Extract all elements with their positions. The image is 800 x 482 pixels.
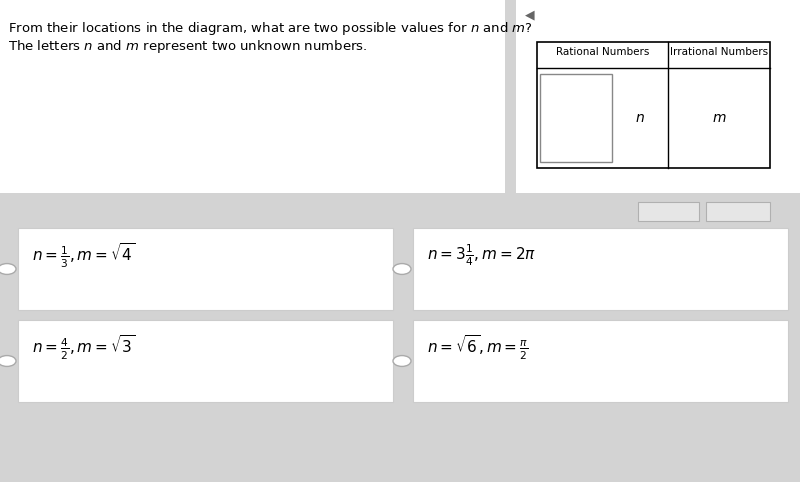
Circle shape	[393, 356, 411, 366]
FancyBboxPatch shape	[18, 320, 393, 402]
Circle shape	[0, 356, 16, 366]
Text: Integers: Integers	[556, 113, 596, 123]
Text: CLEAR: CLEAR	[650, 206, 687, 216]
FancyBboxPatch shape	[537, 42, 770, 168]
FancyBboxPatch shape	[413, 228, 788, 310]
Text: The letters $n$ and $m$ represent two unknown numbers.: The letters $n$ and $m$ represent two un…	[8, 38, 367, 55]
Text: ◀: ◀	[525, 8, 535, 21]
Text: $n = \frac{1}{3}, m = \sqrt{4}$: $n = \frac{1}{3}, m = \sqrt{4}$	[32, 242, 135, 270]
Text: $n = \sqrt{6}, m = \frac{\pi}{2}$: $n = \sqrt{6}, m = \frac{\pi}{2}$	[427, 334, 529, 362]
FancyBboxPatch shape	[540, 74, 612, 162]
Text: Irrational Numbers: Irrational Numbers	[670, 47, 768, 57]
Text: $n = 3\frac{1}{4}, m = 2\pi$: $n = 3\frac{1}{4}, m = 2\pi$	[427, 242, 536, 268]
FancyBboxPatch shape	[638, 202, 699, 221]
Circle shape	[393, 264, 411, 274]
Text: $m$: $m$	[712, 111, 726, 125]
Text: Rational Numbers: Rational Numbers	[556, 47, 649, 57]
FancyBboxPatch shape	[0, 0, 505, 193]
FancyBboxPatch shape	[706, 202, 770, 221]
Text: $n = \frac{4}{2}, m = \sqrt{3}$: $n = \frac{4}{2}, m = \sqrt{3}$	[32, 334, 135, 362]
Text: From their locations in the diagram, what are two possible values for $n$ and $m: From their locations in the diagram, wha…	[8, 20, 533, 37]
FancyBboxPatch shape	[516, 0, 800, 193]
Text: CHECK: CHECK	[718, 206, 758, 216]
FancyBboxPatch shape	[18, 228, 393, 310]
FancyBboxPatch shape	[413, 320, 788, 402]
Circle shape	[0, 264, 16, 274]
Text: $n$: $n$	[635, 111, 645, 125]
